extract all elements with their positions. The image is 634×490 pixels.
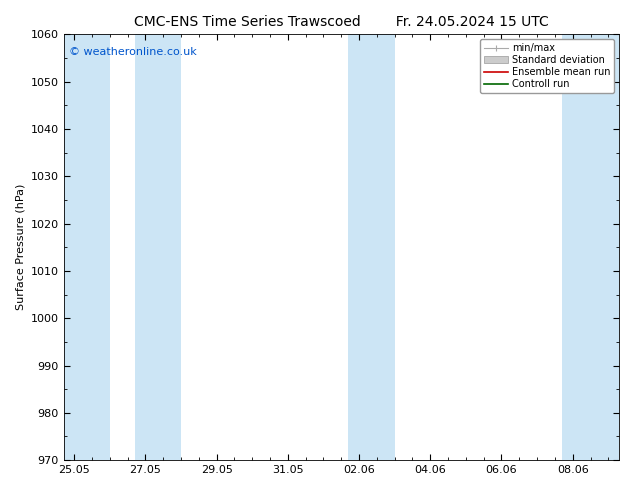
Bar bbox=[562, 34, 619, 460]
Legend: min/max, Standard deviation, Ensemble mean run, Controll run: min/max, Standard deviation, Ensemble me… bbox=[480, 39, 614, 93]
Bar bbox=[63, 34, 110, 460]
Bar bbox=[349, 34, 395, 460]
Bar bbox=[135, 34, 181, 460]
Text: © weatheronline.co.uk: © weatheronline.co.uk bbox=[69, 47, 197, 57]
Title: CMC-ENS Time Series Trawscoed        Fr. 24.05.2024 15 UTC: CMC-ENS Time Series Trawscoed Fr. 24.05.… bbox=[134, 15, 548, 29]
Y-axis label: Surface Pressure (hPa): Surface Pressure (hPa) bbox=[15, 184, 25, 311]
